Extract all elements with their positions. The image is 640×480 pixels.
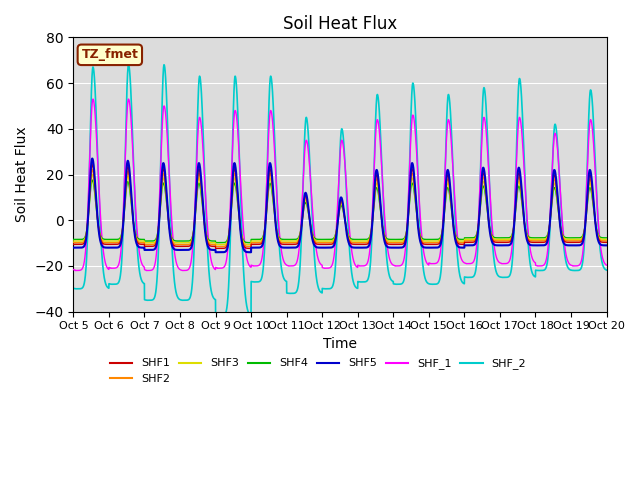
SHF_1: [178, 268, 186, 274]
Line: SHF2: SHF2: [74, 169, 607, 246]
SHF4: [70, 237, 77, 242]
SHF4: [602, 235, 610, 240]
SHF5: [603, 242, 611, 248]
Text: TZ_fmet: TZ_fmet: [81, 48, 138, 61]
SHF3: [166, 224, 173, 230]
SHF_1: [430, 261, 438, 266]
SHF5: [166, 226, 173, 232]
SHF4: [603, 235, 611, 240]
SHF3: [430, 238, 438, 244]
SHF3: [88, 172, 96, 178]
Line: SHF5: SHF5: [74, 158, 607, 252]
SHF2: [430, 240, 438, 246]
SHF3: [213, 241, 221, 247]
SHF5: [490, 241, 497, 247]
SHF_2: [320, 286, 328, 292]
SHF2: [603, 238, 611, 244]
SHF4: [88, 177, 96, 183]
SHF3: [460, 238, 467, 244]
SHF2: [460, 240, 467, 246]
SHF_2: [214, 313, 221, 319]
X-axis label: Time: Time: [323, 337, 357, 351]
SHF_1: [602, 262, 610, 268]
SHF4: [430, 237, 438, 242]
SHF3: [320, 238, 328, 244]
Title: Soil Heat Flux: Soil Heat Flux: [283, 15, 397, 33]
SHF1: [166, 225, 173, 230]
SHF1: [430, 241, 438, 247]
SHF_1: [490, 240, 497, 245]
SHF5: [320, 245, 328, 251]
SHF_2: [490, 254, 497, 260]
Line: SHF4: SHF4: [74, 180, 607, 242]
SHF5: [88, 156, 96, 161]
SHF_1: [320, 265, 328, 271]
SHF3: [602, 237, 610, 242]
SHF2: [213, 243, 221, 249]
SHF2: [88, 167, 96, 172]
SHF1: [603, 240, 611, 245]
Line: SHF_2: SHF_2: [74, 65, 607, 316]
SHF3: [490, 236, 497, 241]
SHF1: [70, 241, 77, 247]
SHF2: [490, 237, 497, 243]
SHF1: [460, 241, 467, 247]
SHF_1: [70, 267, 77, 273]
SHF4: [490, 234, 497, 240]
SHF_1: [125, 96, 132, 102]
SHF_1: [460, 259, 467, 265]
SHF1: [320, 241, 328, 247]
SHF3: [603, 237, 611, 242]
SHF5: [430, 245, 438, 251]
SHF_2: [430, 281, 438, 287]
SHF_2: [460, 280, 467, 286]
SHF_2: [70, 286, 77, 291]
SHF4: [460, 237, 467, 242]
SHF1: [213, 245, 221, 251]
SHF5: [460, 245, 467, 251]
SHF_2: [166, 175, 173, 180]
SHF5: [70, 245, 77, 251]
Line: SHF1: SHF1: [74, 165, 607, 248]
SHF4: [213, 240, 221, 245]
SHF1: [490, 239, 497, 244]
Legend: SHF1, SHF2, SHF3, SHF4, SHF5, SHF_1, SHF_2: SHF1, SHF2, SHF3, SHF4, SHF5, SHF_1, SHF…: [106, 354, 531, 388]
SHF5: [602, 242, 610, 248]
SHF2: [602, 238, 610, 244]
SHF2: [70, 240, 77, 246]
SHF1: [602, 240, 610, 245]
SHF_1: [166, 174, 173, 180]
SHF_2: [602, 267, 610, 273]
SHF2: [320, 240, 328, 246]
Line: SHF3: SHF3: [74, 175, 607, 244]
SHF4: [166, 224, 173, 230]
SHF_2: [160, 62, 168, 68]
SHF1: [88, 162, 96, 168]
Line: SHF_1: SHF_1: [74, 99, 607, 271]
SHF5: [213, 249, 221, 255]
SHF_1: [603, 262, 611, 268]
SHF4: [320, 237, 328, 242]
SHF_2: [603, 267, 611, 273]
SHF3: [70, 238, 77, 244]
SHF2: [166, 225, 173, 230]
Y-axis label: Soil Heat Flux: Soil Heat Flux: [15, 127, 29, 222]
